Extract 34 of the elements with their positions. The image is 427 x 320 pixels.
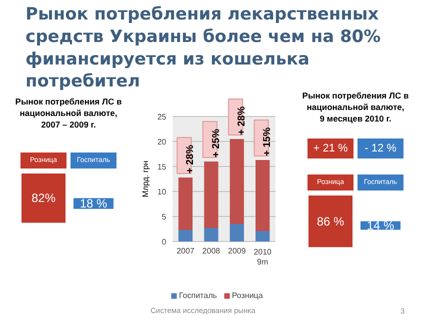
x-tick-label: 2009 <box>228 246 246 256</box>
legend-label: Госпиталь <box>179 291 217 300</box>
y-tick-label: 15 <box>157 162 167 172</box>
text: Рынок потребления ЛС в национальной валюте, 2007 – 2009 г. <box>15 96 122 130</box>
y-tick-label: 5 <box>162 212 167 222</box>
bar <box>256 160 270 231</box>
y-tick-label: 20 <box>157 138 167 146</box>
bar <box>204 162 218 228</box>
text: + 21 % <box>313 142 348 154</box>
text: Рынок потребления ЛС в национальной валюте, 9 месяцев 2010 г. <box>302 90 409 124</box>
legend-label: Розница <box>232 291 263 300</box>
x-tick-label: 2008 <box>202 246 221 256</box>
annotation: + 15% <box>262 127 274 156</box>
annotation: + 28% <box>185 144 196 174</box>
y-tick-label: 0 <box>162 238 167 246</box>
bar <box>178 178 193 230</box>
x-tick-label: 2007 <box>176 246 195 256</box>
y-tick-label: 25 <box>157 112 167 122</box>
bar <box>230 224 244 242</box>
data-label: 18 % <box>80 196 108 210</box>
annotation: + 25% <box>210 128 222 158</box>
y-axis-title: Млрд. грн <box>141 160 150 198</box>
chart-title: Рынок потребления лекарственных средств Украины более чем на 80% финансируется из кошелька потребител <box>26 4 381 92</box>
text: - 12 % <box>364 142 397 154</box>
data-label: 82% <box>31 191 56 206</box>
data-label: 86 % <box>316 214 345 228</box>
bar <box>204 228 218 242</box>
data-label: 14 % <box>366 218 395 232</box>
bar <box>178 230 193 242</box>
y-tick-label: 10 <box>157 188 167 196</box>
bar <box>256 231 270 242</box>
x-tick-label: 2010 9m <box>254 248 272 266</box>
bar <box>230 139 244 224</box>
annotation: + 28% <box>236 106 248 135</box>
